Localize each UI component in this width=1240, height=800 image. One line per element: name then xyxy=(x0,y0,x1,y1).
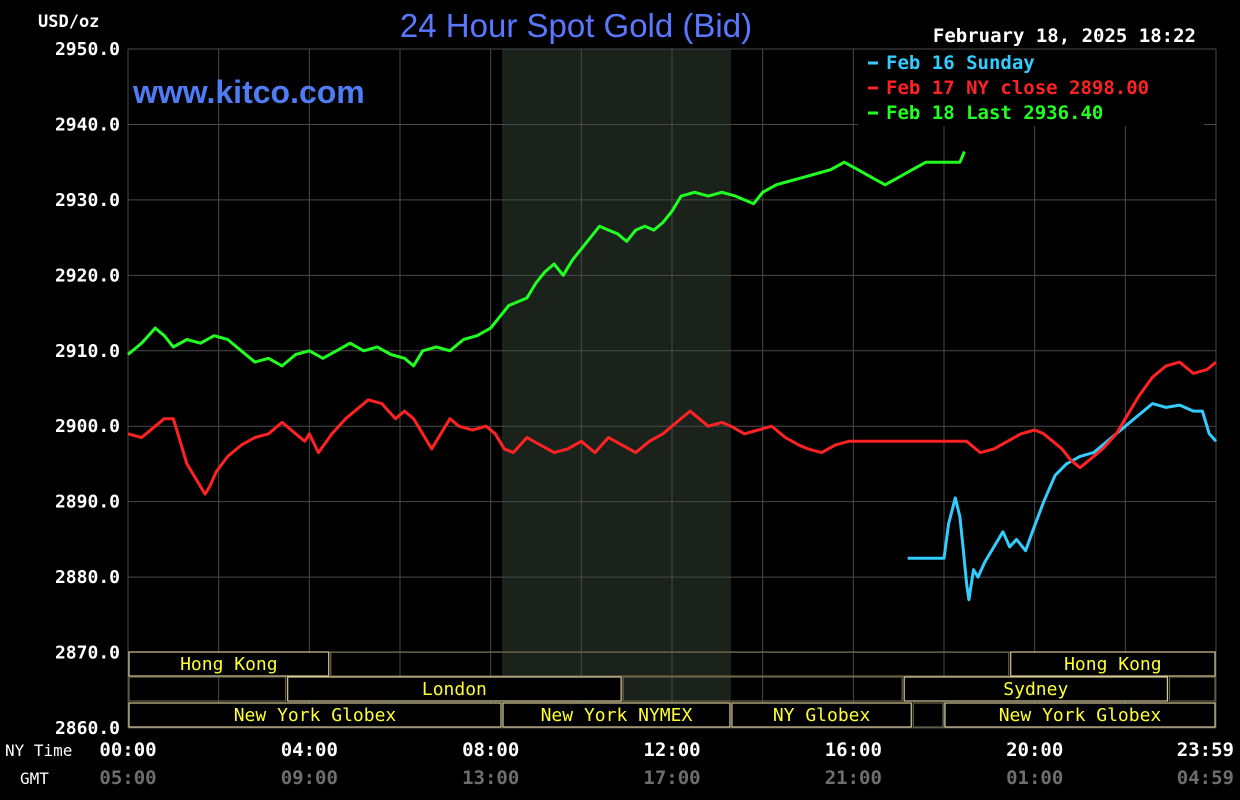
series-lines xyxy=(127,151,1218,602)
x-tick-label-gmt: 17:00 xyxy=(643,767,700,789)
x-tick-label-gmt: 04:59 xyxy=(1177,767,1234,789)
x-tick-label-ny: 08:00 xyxy=(462,739,519,761)
session-label: New York NYMEX xyxy=(541,705,693,726)
session-box xyxy=(287,676,622,702)
gmt-row-label: GMT xyxy=(20,769,49,788)
y-tick-label: 2890.0 xyxy=(55,492,120,513)
chart-axes: 2950.0 2940.0 2930.0 2920.0 2910.0 2900.0 2890… xyxy=(55,39,1234,789)
session-box xyxy=(1168,676,1216,702)
y-tick-label: 2860.0 xyxy=(55,718,120,739)
x-tick-label-ny: 00:00 xyxy=(99,739,156,761)
session-label: London xyxy=(422,679,487,700)
timestamp: February 18, 2025 18:22 xyxy=(933,25,1196,47)
session-box xyxy=(622,676,903,702)
legend-entry: Feb 16 Sunday xyxy=(886,52,1035,74)
legend: Feb 16 Sunday Feb 17 NY close 2898.00 Feb … xyxy=(858,50,1204,126)
chart-title: 24 Hour Spot Gold (Bid) xyxy=(400,7,752,44)
session-label: NY Globex xyxy=(773,705,871,726)
session-label: New York Globex xyxy=(234,705,397,726)
y-tick-label: 2940.0 xyxy=(55,114,120,135)
x-tick-label-ny: 16:00 xyxy=(825,739,882,761)
legend-entry: Feb 17 NY close 2898.00 xyxy=(886,77,1149,99)
series-line-2 xyxy=(127,151,966,368)
session-box xyxy=(128,702,502,728)
x-tick-label-gmt: 01:00 xyxy=(1006,767,1063,789)
session-label: Hong Kong xyxy=(180,654,278,675)
x-tick-label-ny: 04:00 xyxy=(281,739,338,761)
series-line-0 xyxy=(907,402,1218,602)
session-label: New York Globex xyxy=(999,705,1162,726)
y-tick-label: 2910.0 xyxy=(55,341,120,362)
x-tick-label-ny: 23:59 xyxy=(1177,739,1234,761)
session-box xyxy=(731,702,912,728)
watermark-url: www.kitco.com xyxy=(132,74,365,110)
y-tick-label: 2900.0 xyxy=(55,416,120,437)
y-tick-label: 2930.0 xyxy=(55,190,120,211)
unit-label: USD/oz xyxy=(38,12,99,32)
x-tick-label-gmt: 21:00 xyxy=(825,767,882,789)
session-label: Hong Kong xyxy=(1064,654,1162,675)
session-box xyxy=(903,676,1169,702)
trading-sessions: Hong Kong Hong Kong London Sydney New York G… xyxy=(128,651,1216,728)
shaded-session-region xyxy=(502,49,731,728)
session-box xyxy=(1010,651,1216,677)
session-label: Sydney xyxy=(1003,679,1068,700)
ny-time-row-label: NY Time xyxy=(5,741,72,760)
x-tick-label-gmt: 05:00 xyxy=(99,767,156,789)
legend-background xyxy=(858,50,1204,126)
session-box xyxy=(330,651,1010,677)
x-tick-label-gmt: 09:00 xyxy=(281,767,338,789)
session-box xyxy=(912,702,944,728)
session-box xyxy=(502,702,731,728)
x-tick-label-gmt: 13:00 xyxy=(462,767,519,789)
y-tick-label: 2950.0 xyxy=(55,39,120,60)
legend-entry: Feb 18 Last 2936.40 xyxy=(886,102,1103,124)
nymex-shaded-region xyxy=(502,49,731,728)
session-box xyxy=(944,702,1216,728)
y-tick-label: 2870.0 xyxy=(55,643,120,664)
y-tick-label: 2920.0 xyxy=(55,265,120,286)
session-box xyxy=(128,651,330,677)
y-tick-label: 2880.0 xyxy=(55,567,120,588)
x-tick-label-ny: 20:00 xyxy=(1006,739,1063,761)
x-tick-label-ny: 12:00 xyxy=(643,739,700,761)
series-line-1 xyxy=(127,360,1217,496)
session-box xyxy=(128,676,287,702)
